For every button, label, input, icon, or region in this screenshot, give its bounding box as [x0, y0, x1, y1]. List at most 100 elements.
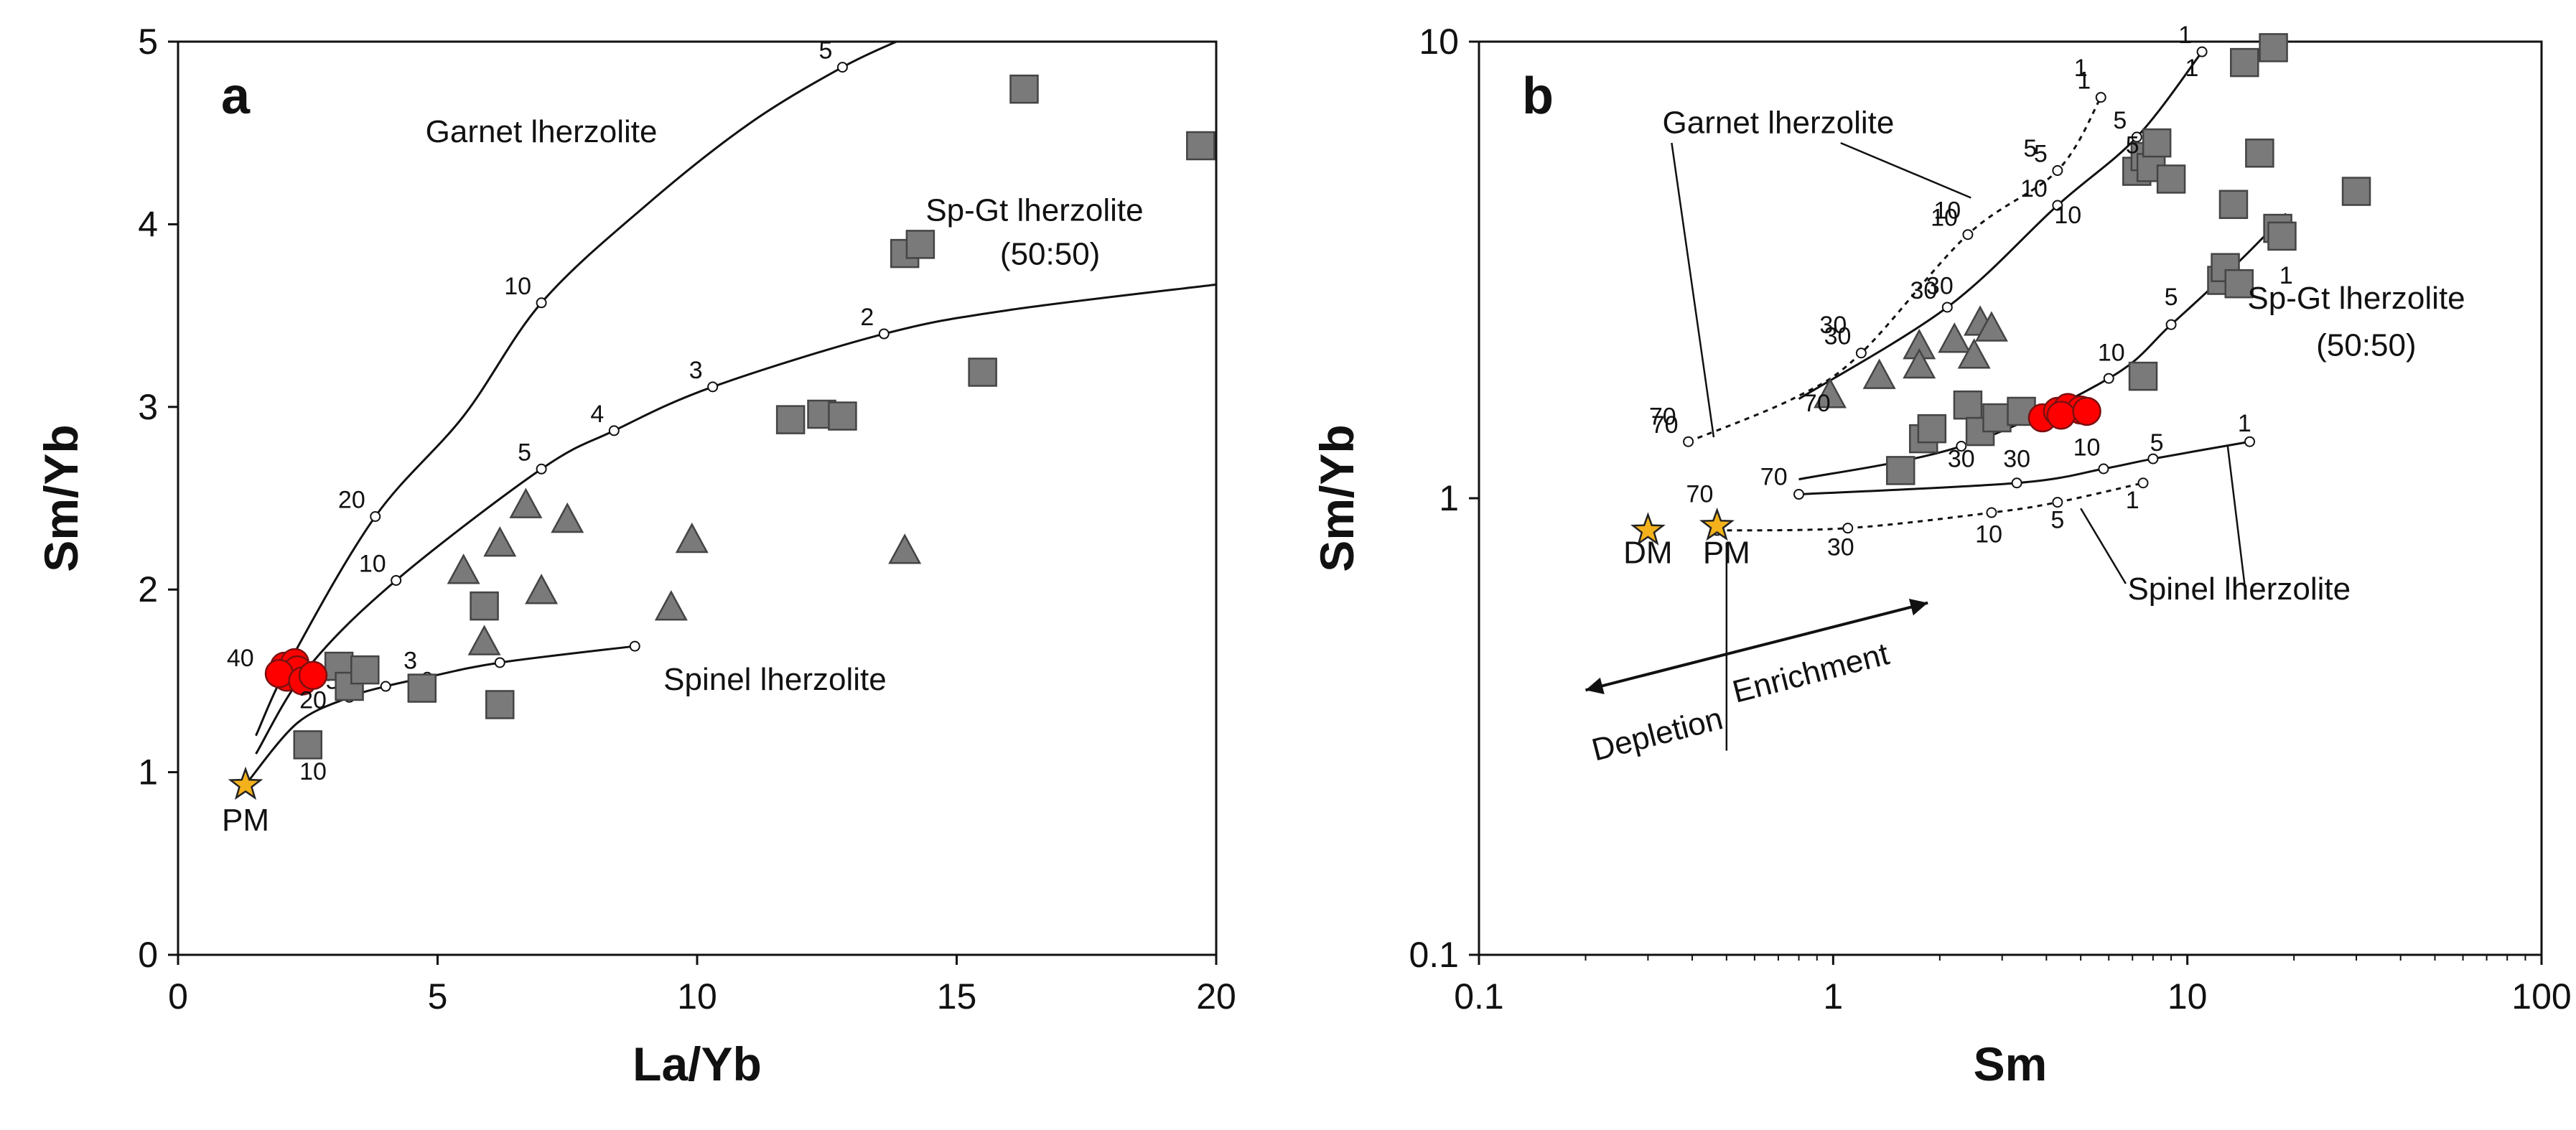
melting-mark — [536, 297, 547, 309]
annotation-label: 10 — [2098, 340, 2125, 367]
melting-label: 10 — [504, 273, 531, 300]
spinel-label: Spinel lherzolite — [2127, 571, 2351, 607]
melting-label: 1 — [2178, 22, 2192, 49]
melting-mark — [1986, 507, 1997, 518]
panel-label: b — [1522, 67, 1554, 125]
circle-point-4 — [2046, 401, 2076, 430]
model-curve-1 — [255, 283, 1216, 755]
x-tick-label: 5 — [428, 976, 448, 1017]
triangle-point-4 — [1938, 322, 1971, 353]
x-axis-title: Sm — [1974, 1037, 2048, 1091]
annotation-label: 30 — [1819, 312, 1847, 339]
square-point-21 — [2341, 177, 2371, 206]
melting-label: 30 — [1824, 323, 1852, 350]
spgt-ratio-label: (50:50) — [2316, 328, 2416, 363]
melting-mark — [707, 381, 719, 393]
melting-label: 5 — [819, 37, 833, 65]
triangle-point-5 — [551, 502, 584, 533]
square-point-14 — [2224, 269, 2254, 299]
arrow-shaft — [1585, 601, 1928, 692]
melting-mark — [1941, 302, 1953, 313]
melting-mark — [494, 657, 505, 668]
model-curve-1 — [1798, 51, 2203, 400]
melting-mark — [1842, 523, 1854, 534]
melting-mark — [1683, 436, 1694, 447]
data-points — [1630, 33, 2371, 546]
triangle-point-4 — [525, 574, 559, 604]
panel-a-chart: 05101520012345La/YbSm/Yba201051054325432… — [34, 22, 1236, 1091]
annotation-label: 5 — [2126, 131, 2139, 159]
annotation-label: 1 — [2126, 487, 2139, 514]
square-point-5 — [470, 591, 499, 621]
square-point-6 — [485, 690, 515, 719]
y-axis-title: Sm/Yb — [34, 424, 88, 571]
triangle-point-1 — [1862, 358, 1896, 389]
melting-mark — [380, 681, 391, 692]
square-point-11 — [2156, 164, 2186, 194]
square-point-2 — [335, 671, 364, 701]
square-point-5 — [1982, 403, 2012, 433]
square-point-7 — [775, 405, 806, 434]
y-tick-label: 2 — [138, 569, 158, 610]
melting-mark — [2052, 497, 2063, 508]
annotation-label: 5 — [2023, 135, 2037, 162]
annotation-label: 70 — [1803, 390, 1831, 417]
annotation-label: 20 — [299, 687, 327, 714]
annotation-label: 5 — [2050, 507, 2064, 534]
x-tick-label: 1 — [1823, 976, 1843, 1017]
melting-label: 10 — [2020, 175, 2048, 202]
x-tick-label: 10 — [2167, 976, 2208, 1017]
y-tick-label: 5 — [138, 22, 158, 62]
melting-mark — [2196, 46, 2208, 57]
triangle-point-7 — [675, 522, 709, 554]
minor-ticks — [1585, 955, 2526, 961]
square-point-3 — [350, 655, 380, 685]
square-point-13 — [1009, 74, 1039, 104]
melting-mark — [1855, 347, 1867, 359]
square-point-10 — [2142, 128, 2172, 158]
square-point-0 — [293, 730, 322, 760]
annotation-label: 70 — [1686, 481, 1714, 508]
annotation-label: 1 — [2185, 55, 2199, 82]
melting-mark — [1793, 489, 1805, 500]
melting-mark — [2103, 373, 2114, 384]
triangle-point-5 — [1957, 338, 1991, 369]
melting-mark — [2165, 319, 2177, 330]
melting-label: 5 — [518, 439, 531, 466]
melting-mark — [2011, 477, 2022, 489]
square-point-3 — [1953, 390, 1983, 420]
square-point-4 — [407, 673, 437, 703]
star-point-0 — [1630, 512, 1666, 546]
melting-label: 5 — [2034, 141, 2048, 168]
annotation-label: 10 — [299, 758, 327, 785]
triangle-point-2 — [483, 526, 517, 557]
melting-label: 3 — [403, 647, 417, 674]
annotation-label: 30 — [1827, 533, 1854, 561]
x-tick-label: 20 — [1196, 976, 1236, 1017]
star-point-0 — [1699, 507, 1735, 541]
circle-point-6 — [298, 660, 328, 691]
melting-mark — [2244, 436, 2256, 447]
melting-label: 1 — [2077, 67, 2091, 95]
arrow-head-left — [1585, 677, 1605, 694]
triangle-point-0 — [447, 554, 480, 584]
square-point-20 — [2267, 221, 2297, 251]
y-axis-title: Sm/Yb — [1310, 424, 1363, 571]
x-tick-label: 100 — [2511, 976, 2571, 1017]
triangle-point-1 — [467, 625, 501, 655]
annotation-label: 1 — [2238, 410, 2251, 437]
melting-label: 10 — [359, 550, 386, 577]
leader-lines — [1671, 141, 2246, 751]
spgt-label: Sp-Gt lherzolite — [2247, 281, 2465, 316]
star-point-0 — [228, 766, 263, 800]
model-curve-3 — [1798, 440, 2250, 496]
square-point-11 — [905, 230, 935, 259]
melting-label: 2 — [860, 304, 874, 331]
leader-line — [1671, 142, 1715, 438]
dm-label: DM — [1623, 536, 1672, 571]
annotation-label: 30 — [2003, 446, 2030, 473]
leader-line — [2080, 508, 2127, 584]
annotation-label: 40 — [227, 645, 254, 672]
triangle-point-8 — [888, 533, 922, 564]
